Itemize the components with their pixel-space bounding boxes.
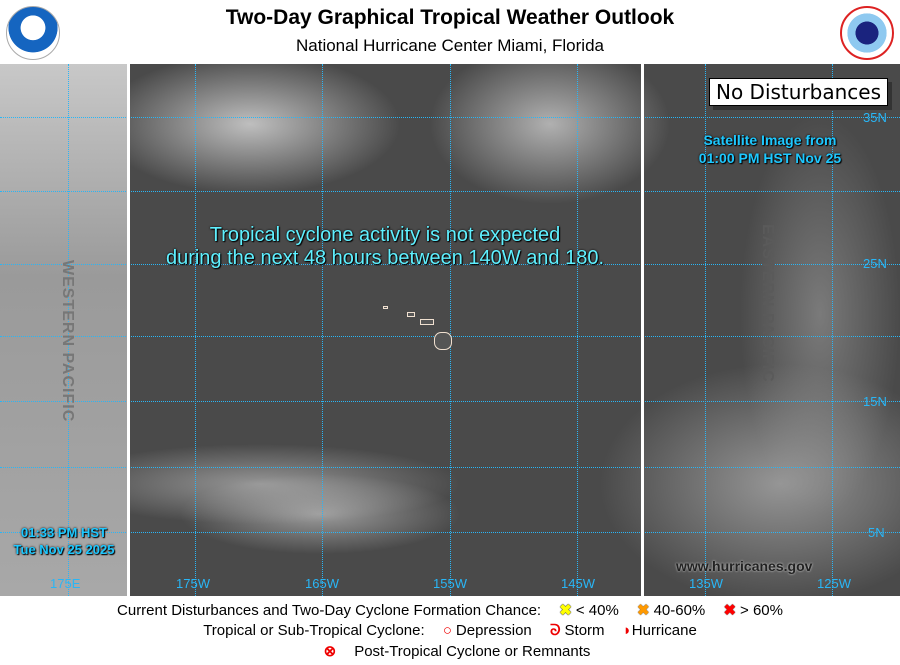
lat-label: 35N (863, 110, 887, 125)
gridline (832, 64, 833, 596)
lat-label: 15N (863, 394, 887, 409)
gridline (0, 401, 900, 402)
post-tropical-icon: ⊗ (323, 643, 337, 660)
message-line: during the next 48 hours between 140W an… (165, 247, 605, 269)
page-subtitle: National Hurricane Center Miami, Florida (295, 36, 604, 55)
caption-line: Satellite Image from (703, 132, 837, 148)
legend-label: Tropical or Sub-Tropical Cyclone: (203, 622, 425, 639)
circle-icon: ○ (442, 622, 452, 639)
x-red-icon: ✖ (723, 602, 737, 619)
website-link[interactable]: www.hurricanes.gov (676, 558, 813, 574)
gridline (195, 64, 196, 596)
gridline (0, 264, 900, 265)
gridline (450, 64, 451, 596)
gridline (0, 117, 900, 118)
legend-chance: < 40% (575, 602, 619, 619)
outlook-message: Tropical cyclone activity is not expecte… (130, 224, 640, 270)
storm-icon: ᘐ (549, 622, 561, 639)
issued-time: 01:33 PM HST Tue Nov 25 2025 (0, 524, 128, 558)
lon-label: 165W (305, 576, 339, 591)
nws-logo (840, 6, 894, 60)
time-line: 01:33 PM HST (21, 525, 107, 540)
lat-label: 25N (863, 256, 887, 271)
page-title: Two-Day Graphical Tropical Weather Outlo… (225, 6, 675, 29)
status-box: No Disturbances (709, 78, 889, 106)
legend-row-post-tropical: ⊗ Post-Tropical Cyclone or Remnants (0, 642, 900, 660)
legend-cyclone: Depression (455, 622, 532, 639)
lon-label: 175W (176, 576, 210, 591)
lon-label: 125W (817, 576, 851, 591)
gridline (0, 467, 900, 468)
hawaii-island (434, 332, 452, 350)
lon-label: 175E (50, 576, 81, 591)
lon-label: 145W (561, 576, 595, 591)
legend-cyclone: Storm (564, 622, 605, 639)
panel-divider (127, 64, 130, 596)
gridline (577, 64, 578, 596)
lon-label: 155W (433, 576, 467, 591)
hurricane-icon: ◗ (622, 622, 632, 639)
hawaii-island (407, 312, 415, 317)
hawaii-island (383, 306, 388, 309)
legend-label: Current Disturbances and Two-Day Cyclone… (117, 602, 542, 619)
date-line: Tue Nov 25 2025 (13, 542, 115, 557)
legend-chance: 40-60% (653, 602, 706, 619)
panel-divider (641, 64, 644, 596)
satellite-caption: Satellite Image from 01:00 PM HST Nov 25 (660, 131, 880, 167)
hawaii-island (420, 319, 434, 325)
legend-chance: > 60% (740, 602, 783, 619)
gridline (68, 64, 69, 596)
x-yellow-icon: ✖ (559, 602, 572, 619)
gridline (322, 64, 323, 596)
noaa-logo (6, 6, 60, 60)
lon-label: 135W (689, 576, 723, 591)
western-pacific-label: WESTERN PACIFIC (59, 260, 76, 423)
gridline (0, 191, 900, 192)
satellite-map: WESTERN PACIFIC EASTERN PACIFIC 175E 175… (0, 64, 900, 596)
legend-row-chances: Current Disturbances and Two-Day Cyclone… (0, 601, 900, 619)
western-pacific-panel (0, 64, 128, 596)
legend-post-tropical: Post-Tropical Cyclone or Remnants (354, 643, 591, 660)
gridline (705, 64, 706, 596)
lat-label: 5N (868, 525, 885, 540)
legend-cyclone: Hurricane (631, 622, 697, 639)
gridline (0, 532, 900, 533)
message-line: Tropical cyclone activity is not expecte… (209, 224, 561, 246)
caption-line: 01:00 PM HST Nov 25 (698, 150, 842, 166)
x-orange-icon: ✖ (636, 602, 650, 619)
legend-row-cyclones: Tropical or Sub-Tropical Cyclone: ○ Depre… (0, 622, 900, 639)
eastern-pacific-label: EASTERN PACIFIC (759, 224, 776, 383)
